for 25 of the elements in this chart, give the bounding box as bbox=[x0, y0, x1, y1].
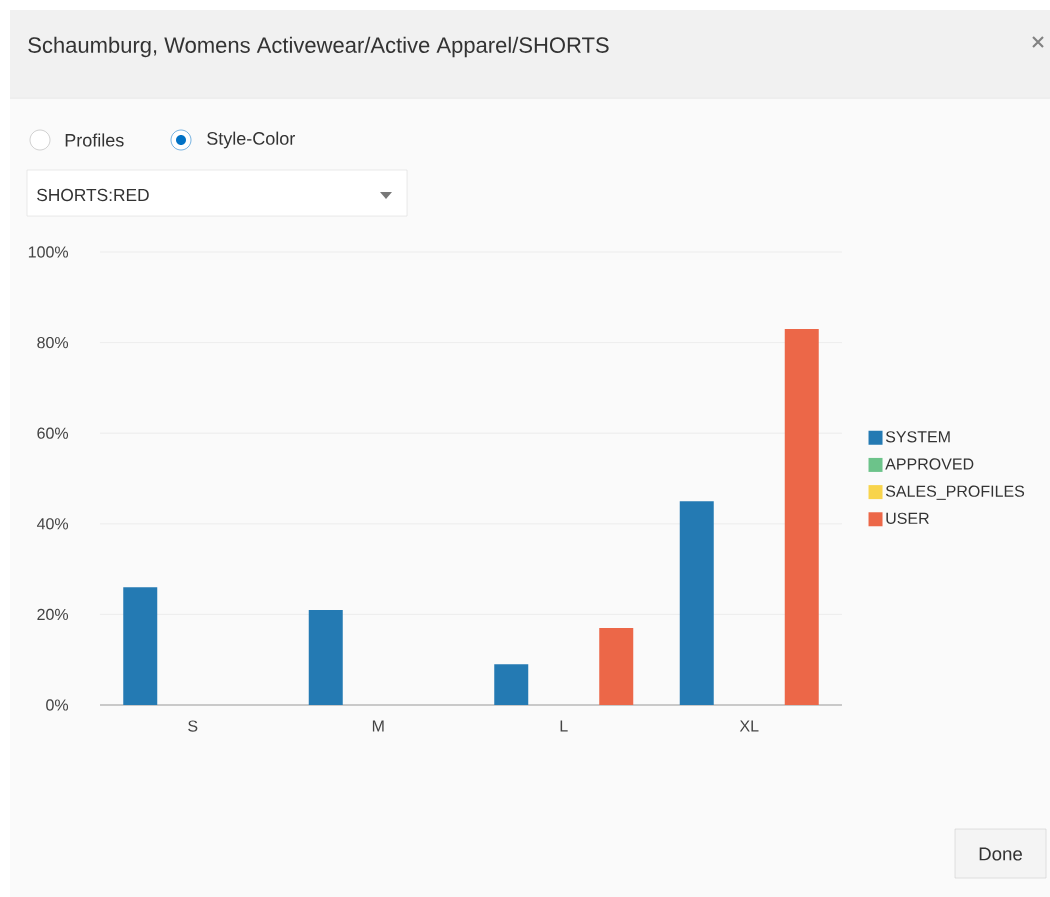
y-tick-label: 40% bbox=[36, 518, 69, 530]
y-tick-label: 100% bbox=[28, 246, 69, 258]
text: Done bbox=[979, 847, 1022, 861]
text: Profiles bbox=[65, 133, 124, 147]
x-tick-label: M bbox=[372, 720, 384, 732]
text: Style-Color bbox=[207, 131, 295, 149]
y-tick-label: 60% bbox=[37, 427, 69, 439]
chart-title: Schaumburg, Womens Activewear/Active Apparel/SHORTS bbox=[28, 36, 609, 58]
legend-label: USER bbox=[886, 512, 929, 524]
bar bbox=[784, 329, 819, 706]
bar bbox=[599, 628, 634, 706]
legend-label: SALES_PROFILES bbox=[885, 485, 1025, 500]
bar bbox=[679, 501, 714, 706]
legend-label: APPROVED bbox=[885, 458, 974, 470]
x-tick-label: L bbox=[560, 720, 568, 732]
x-tick-label: S bbox=[188, 720, 198, 732]
bar bbox=[308, 609, 343, 706]
bar bbox=[494, 664, 529, 706]
y-tick-label: 80% bbox=[37, 336, 69, 349]
legend-label: SYSTEM bbox=[885, 431, 950, 443]
x-tick-label: XL bbox=[739, 720, 759, 732]
y-tick-label: 20% bbox=[37, 608, 69, 621]
bar bbox=[123, 587, 158, 706]
y-tick-label: 0% bbox=[46, 699, 69, 711]
text: SHORTS:RED bbox=[37, 188, 149, 202]
